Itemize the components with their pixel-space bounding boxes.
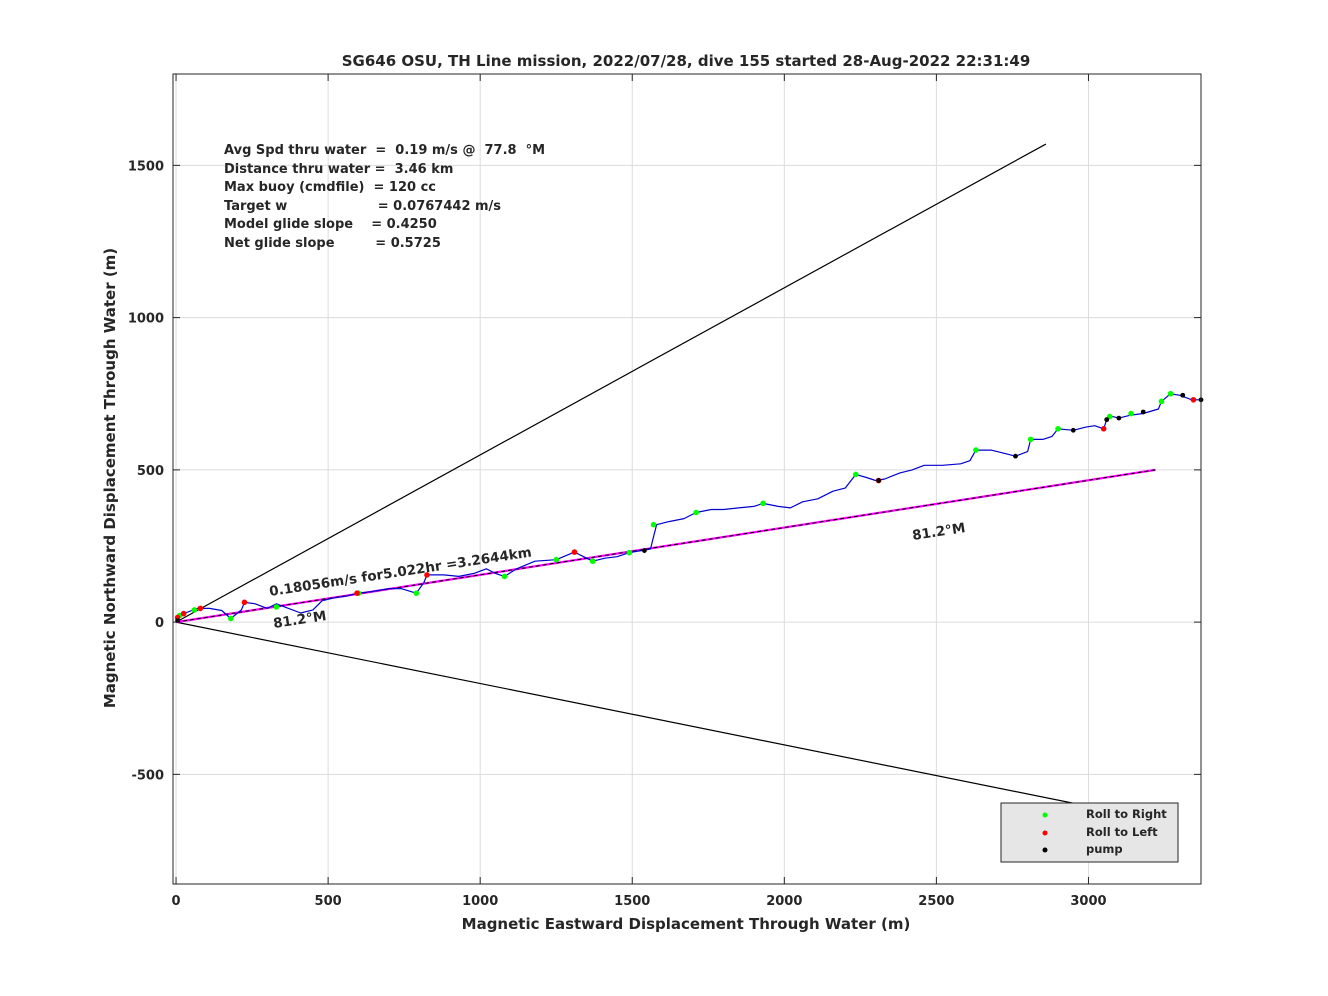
roll-right-point (589, 558, 596, 565)
stat-model-glide: Model glide slope = 0.4250 (224, 217, 437, 232)
legend: Roll to Right Roll to Left pump (1000, 802, 1179, 863)
roll-right-point (413, 590, 420, 596)
roll-right-point (227, 615, 234, 622)
roll-left-point (354, 590, 360, 596)
roll-left-point (241, 599, 248, 606)
roll-right-point (1167, 390, 1174, 397)
roll-left-point (571, 549, 578, 555)
x-tick-label: 500 (315, 894, 342, 909)
pump-point (1140, 409, 1146, 415)
y-axis-label: Magnetic Northward Displacement Through … (101, 248, 119, 708)
y-tick-label: 1500 (128, 159, 164, 174)
legend-marker-roll-right (1042, 812, 1048, 818)
y-tick-label: 0 (155, 616, 164, 631)
stat-max-buoy: Max buoy (cmdfile) = 120 cc (224, 180, 436, 195)
roll-right-point (1027, 436, 1034, 443)
pump-point (1013, 453, 1018, 459)
roll-left-point (1190, 397, 1197, 403)
x-tick-label: 2500 (918, 894, 954, 909)
pump-point (1116, 415, 1122, 421)
stats-block: Avg Spd thru water = 0.19 m/s @ 77.8 °M … (224, 143, 545, 251)
stat-net-glide: Net glide slope = 0.5725 (224, 236, 441, 251)
roll-right-point (760, 500, 766, 507)
pump-point (1104, 417, 1110, 423)
roll-right-point (852, 471, 859, 478)
roll-right-point (1055, 425, 1061, 432)
x-axis-label: Magnetic Eastward Displacement Through W… (462, 915, 911, 933)
x-tick-label: 1500 (614, 894, 650, 909)
pump-point (1180, 392, 1186, 398)
ticks: 0 500 1000 1500 2000 2500 3000 -500 0 500 1000 1500 (128, 74, 1201, 909)
pump-point (642, 548, 647, 553)
x-tick-label: 3000 (1070, 894, 1106, 909)
roll-right-point (191, 607, 198, 613)
x-tick-label: 2000 (766, 894, 802, 909)
roll-right-point (273, 604, 280, 610)
roll-left-point (197, 605, 204, 612)
upper-bound-line (175, 143, 1047, 623)
lower-bound-line (175, 621, 1135, 817)
roll-left-point (1100, 425, 1107, 432)
pump-point (1070, 427, 1076, 433)
roll-right-point (1128, 410, 1134, 417)
grid (173, 74, 1201, 884)
legend-marker-pump (1042, 847, 1048, 853)
roll-left-point (424, 572, 430, 578)
y-tick-label: 1000 (128, 312, 164, 327)
x-tick-label: 1000 (462, 894, 498, 909)
plot-frame (172, 73, 1202, 885)
roll-right-point (650, 521, 657, 528)
heading-label-near: 81.2°M (272, 608, 327, 632)
roll-left-point (180, 610, 187, 617)
roll-right-point (553, 556, 560, 563)
chart-title: SG646 OSU, TH Line mission, 2022/07/28, … (342, 52, 1031, 70)
x-tick-label: 0 (172, 894, 181, 909)
legend-label-roll-right: Roll to Right (1086, 807, 1167, 821)
legend-label-pump: pump (1086, 842, 1123, 856)
stat-distance: Distance thru water = 3.46 km (224, 162, 453, 177)
roll-right-point (973, 447, 979, 453)
markers (174, 390, 1204, 623)
legend-marker-roll-left (1042, 830, 1048, 836)
roll-right-point (1158, 398, 1165, 405)
heading-label-far: 81.2°M (911, 520, 966, 544)
stat-target-w: Target w = 0.0767442 m/s (224, 199, 501, 214)
stat-avg-speed: Avg Spd thru water = 0.19 m/s @ 77.8 °M (224, 143, 545, 158)
roll-right-point (501, 573, 508, 580)
y-tick-label: -500 (131, 768, 164, 783)
legend-label-roll-left: Roll to Left (1086, 825, 1158, 839)
legend-box (1000, 802, 1179, 863)
y-tick-label: 500 (137, 464, 164, 479)
pump-point (876, 478, 882, 483)
roll-right-point (626, 549, 633, 556)
roll-right-point (693, 509, 699, 516)
